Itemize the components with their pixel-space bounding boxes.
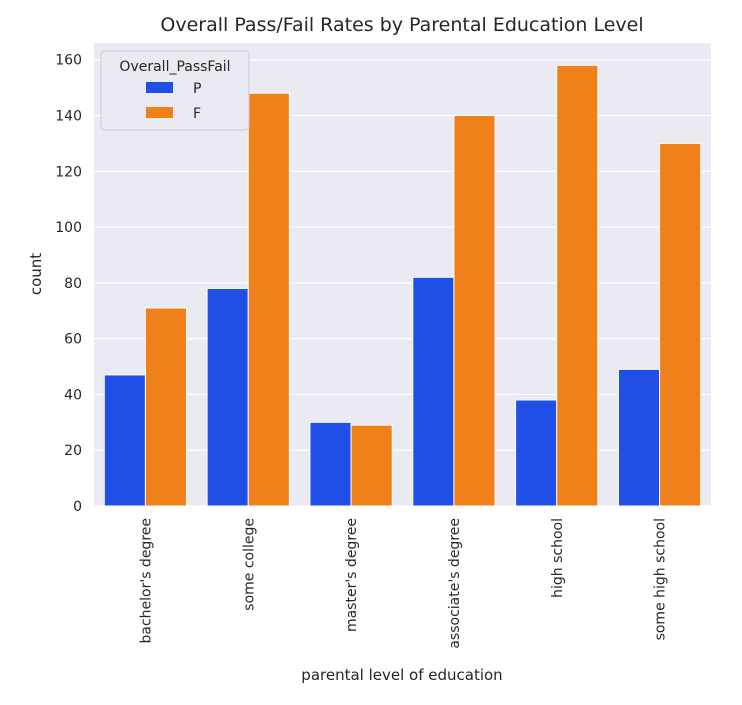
x-tick-label: bachelor's degree xyxy=(138,518,154,644)
y-tick-label: 140 xyxy=(55,109,82,125)
bar-f-5 xyxy=(659,142,702,507)
chart-title: Overall Pass/Fail Rates by Parental Educ… xyxy=(160,14,643,36)
bar-p-2 xyxy=(309,421,352,507)
y-tick-label: 100 xyxy=(55,220,82,236)
x-tick-label: master's degree xyxy=(344,518,360,632)
bar-p-4 xyxy=(515,399,558,507)
y-axis-label: count xyxy=(27,253,45,295)
bar-f-1 xyxy=(247,92,290,507)
y-tick-label: 120 xyxy=(55,164,82,180)
bar-f-0 xyxy=(144,307,188,507)
y-tick-label: 80 xyxy=(64,276,82,292)
legend-swatch-p xyxy=(146,82,173,93)
x-tick-label: some college xyxy=(241,518,257,611)
x-tick-label: high school xyxy=(550,518,566,598)
y-tick-label: 160 xyxy=(55,53,82,69)
y-tick-label: 0 xyxy=(73,499,82,515)
y-tick-label: 40 xyxy=(64,387,82,403)
y-tick-label: 20 xyxy=(64,443,82,459)
x-axis-label: parental level of education xyxy=(301,666,502,684)
bar-p-5 xyxy=(617,368,661,507)
bar-p-3 xyxy=(412,276,455,507)
legend-title: Overall_PassFail xyxy=(119,59,230,75)
x-tick-label: some high school xyxy=(653,518,669,640)
bar-p-0 xyxy=(103,374,146,507)
legend-swatch-f xyxy=(146,107,173,118)
y-axis-ticks: 0 20 40 60 80 100 120 140 160 xyxy=(55,53,82,515)
legend-label-f: F xyxy=(193,106,201,122)
legend-box xyxy=(100,50,250,131)
legend: Overall_PassFail PF xyxy=(100,50,250,131)
bars xyxy=(103,64,702,507)
legend-label-p: P xyxy=(193,81,201,97)
y-tick-label: 60 xyxy=(64,332,82,348)
bar-p-1 xyxy=(206,287,249,507)
bar-f-2 xyxy=(350,424,393,507)
bar-f-3 xyxy=(453,115,496,507)
x-tick-label: associate's degree xyxy=(447,518,463,649)
legend-items: PF xyxy=(146,81,201,122)
x-axis-ticks: bachelor's degree some college master's de… xyxy=(138,518,668,649)
bar-f-4 xyxy=(556,64,599,507)
